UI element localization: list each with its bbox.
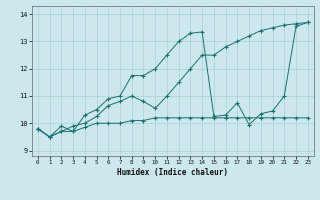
X-axis label: Humidex (Indice chaleur): Humidex (Indice chaleur): [117, 168, 228, 177]
